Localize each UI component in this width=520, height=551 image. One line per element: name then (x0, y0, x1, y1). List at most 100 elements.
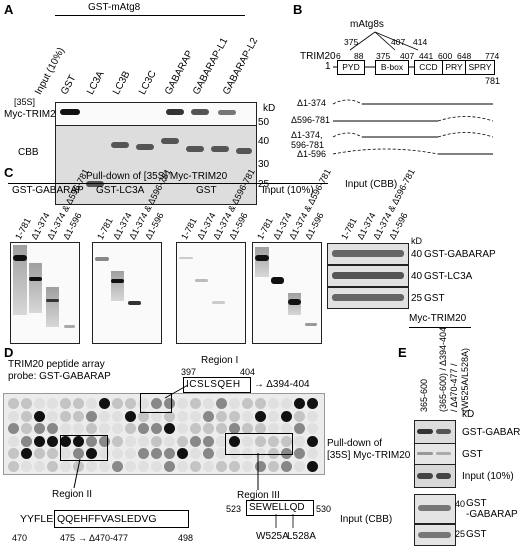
array-spot (216, 435, 227, 447)
construct-label: Δ1-374 (297, 98, 327, 108)
array-spot (138, 448, 149, 459)
array-spot (151, 460, 162, 472)
band (86, 181, 104, 187)
array-spot (281, 410, 292, 422)
region2-deletion: → Δ470-477 (78, 533, 129, 543)
blot-e-cbb-gst (414, 524, 456, 546)
position: 774 (485, 51, 500, 61)
array-spot (255, 423, 266, 434)
row-label-myc-trim20: Myc-TRIM20 (4, 109, 62, 120)
array-spot (86, 423, 97, 434)
array-spot (34, 398, 45, 409)
array-spot (242, 435, 253, 447)
array-spot (294, 460, 305, 472)
band (195, 279, 208, 282)
array-spot (21, 398, 32, 409)
position: 375 (344, 37, 359, 47)
array-spot (47, 410, 58, 422)
array-spot (86, 448, 97, 459)
band (288, 299, 301, 305)
region2-sequence: QQEHFFVASLEDVG (57, 513, 157, 525)
array-spot (242, 460, 253, 472)
array-spot (164, 448, 175, 459)
region2-prefix: YYFLE (20, 513, 54, 525)
array-spot (73, 410, 84, 422)
pulldown-side-label: [35S] Myc-TRIM20 (327, 450, 411, 461)
array-spot (86, 460, 97, 472)
array-spot (216, 410, 227, 422)
pulldown-side-label: Pull-down of (327, 438, 383, 449)
band (95, 257, 109, 261)
array-spot (86, 435, 97, 447)
band (211, 146, 229, 152)
marker: 30 (258, 159, 270, 170)
construct-label: Δ1-374, 596-781 (291, 130, 325, 150)
array-spot (307, 423, 318, 434)
array-spot (216, 398, 227, 409)
construct-label: Δ1-596 (297, 149, 327, 159)
array-spot (307, 448, 318, 459)
start-residue: 1 (325, 61, 331, 72)
array-spot (268, 398, 279, 409)
band (212, 301, 225, 304)
panel-d-label: D (4, 345, 14, 360)
array-spot (255, 398, 266, 409)
region3-sequence: SEWELLQD (249, 502, 305, 513)
array-spot (190, 423, 201, 434)
array-spot (138, 423, 149, 434)
mutation: L528A (287, 531, 316, 542)
cbb-row-label: GST (424, 293, 445, 304)
array-spot (73, 435, 84, 447)
array-spot (125, 460, 136, 472)
position: 88 (354, 51, 364, 61)
panel-a-group-label: GST-mAtg8 (88, 2, 141, 13)
array-title: TRIM20 peptide array (8, 359, 105, 370)
array-spot (307, 410, 318, 422)
array-probe: probe: GST-GABARAP (8, 371, 111, 382)
band (13, 255, 27, 261)
row-label: GST-GABARAP (462, 427, 520, 438)
kd-label: kD (411, 236, 422, 246)
array-spot (229, 448, 240, 459)
array-spot (8, 423, 19, 434)
array-spot (8, 448, 19, 459)
region-name: Region II (52, 489, 93, 500)
array-spot (268, 448, 279, 459)
array-spot (216, 448, 227, 459)
array-spot (125, 410, 136, 422)
array-spot (242, 398, 253, 409)
array-spot (73, 398, 84, 409)
array-spot (99, 410, 110, 422)
region1-deletion: → Δ394-404 (254, 379, 310, 390)
band (236, 148, 252, 154)
region3-end: 530 (316, 504, 332, 514)
end-residue: 781 (485, 76, 501, 86)
array-spot (8, 435, 19, 447)
marker: 40 (258, 136, 270, 147)
mw: 25 (411, 293, 423, 304)
array-spot (112, 448, 123, 459)
position: 6 (336, 51, 341, 61)
blot-gst-lc3a (92, 242, 162, 344)
position: 407 (400, 51, 415, 61)
array-spot (203, 410, 214, 422)
protein-name: TRIM20 (300, 51, 336, 62)
array-spot (151, 410, 162, 422)
array-spot (281, 398, 292, 409)
band (161, 138, 179, 144)
domain-pyd: PYD (337, 60, 365, 75)
divider (8, 183, 328, 184)
array-spot (99, 435, 110, 447)
cbb-label: Input (CBB) (340, 514, 393, 525)
array-spot (8, 398, 19, 409)
array-spot (177, 448, 188, 459)
radiolabel: [35S] (14, 97, 36, 107)
region2-end: 498 (178, 533, 194, 543)
array-spot (216, 460, 227, 472)
array-spot (99, 423, 110, 434)
array-spot (60, 460, 71, 472)
band (255, 255, 269, 261)
array-spot (229, 435, 240, 447)
region3-box (246, 500, 314, 516)
